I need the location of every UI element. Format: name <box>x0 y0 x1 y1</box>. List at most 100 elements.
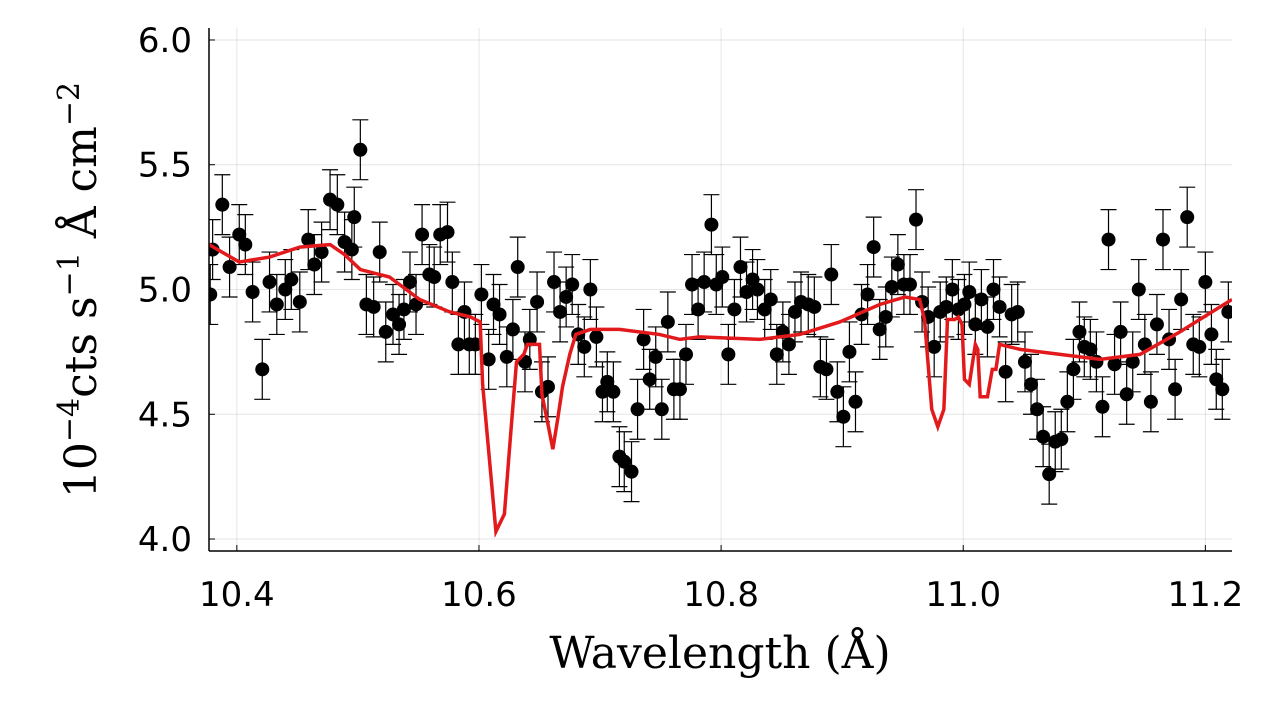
data-point <box>1198 275 1213 290</box>
data-point <box>427 270 442 285</box>
data-point <box>589 329 604 344</box>
data-point <box>415 227 430 242</box>
data-point <box>962 284 977 299</box>
data-point <box>890 257 905 272</box>
data-point <box>1095 399 1110 414</box>
data-point <box>830 384 845 399</box>
data-point <box>672 382 687 397</box>
data-point <box>819 362 834 377</box>
data-point <box>1066 362 1081 377</box>
data-point <box>974 292 989 307</box>
data-point <box>685 277 700 292</box>
data-point <box>763 292 778 307</box>
data-point <box>648 349 663 364</box>
x-tick-label: 10.4 <box>199 575 275 615</box>
data-point <box>980 319 995 334</box>
data-point <box>939 299 954 314</box>
data-point <box>866 240 881 255</box>
y-label-part: cts s <box>56 296 107 397</box>
data-point <box>624 464 639 479</box>
data-point <box>1113 324 1128 339</box>
data-point <box>445 275 460 290</box>
data-point <box>697 275 712 290</box>
data-point <box>255 362 270 377</box>
plot-area <box>209 119 1232 538</box>
y-tick-label: 4.0 <box>138 520 192 560</box>
data-point <box>1107 357 1122 372</box>
data-point <box>269 297 284 312</box>
data-point <box>209 287 218 302</box>
data-point <box>678 347 693 362</box>
data-point <box>468 337 483 352</box>
y-label-part: Å cm <box>54 126 107 252</box>
data-point <box>606 384 621 399</box>
ticks: 10.4 10.6 10.8 11.0 11.2 4.0 4.5 5.0 5.5 6.0 <box>138 21 1243 615</box>
y-label-part: 10 <box>56 442 107 498</box>
y-tick-label: 5.0 <box>138 271 192 311</box>
data-point <box>1024 377 1039 392</box>
data-point <box>510 260 525 275</box>
data-point <box>577 339 592 354</box>
data-point <box>440 225 455 240</box>
data-point <box>1101 232 1116 247</box>
data-point <box>807 299 822 314</box>
data-point <box>314 245 329 260</box>
data-point <box>530 294 545 309</box>
x-tick-label: 10.6 <box>441 575 517 615</box>
data-point <box>583 282 598 297</box>
data-point <box>372 245 387 260</box>
data-point <box>1180 210 1195 225</box>
data-point <box>721 347 736 362</box>
data-point <box>215 197 230 212</box>
x-tick-label: 10.8 <box>683 575 759 615</box>
data-point <box>902 277 917 292</box>
y-tick-label: 5.5 <box>138 146 192 186</box>
data-point <box>344 242 359 257</box>
data-point <box>998 364 1013 379</box>
data-point <box>301 232 316 247</box>
data-point <box>1204 327 1219 342</box>
data-point <box>968 317 983 332</box>
data-point <box>1149 317 1164 332</box>
data-point <box>1192 339 1207 354</box>
data-point <box>505 322 520 337</box>
data-point <box>559 289 574 304</box>
data-point <box>284 272 299 287</box>
data-point <box>378 324 393 339</box>
data-point <box>884 280 899 295</box>
data-point <box>1036 429 1051 444</box>
data-point <box>654 402 669 417</box>
data-point <box>474 287 489 302</box>
data-point <box>715 270 730 285</box>
data-point <box>727 302 742 317</box>
data-point <box>1131 282 1146 297</box>
data-point <box>451 337 466 352</box>
y-label-part: −4 <box>52 398 87 442</box>
data-point <box>1054 432 1069 447</box>
data-point <box>617 454 632 469</box>
data-point <box>750 282 765 297</box>
data-point <box>781 337 796 352</box>
data-point <box>769 347 784 362</box>
data-point <box>392 317 407 332</box>
data-point <box>366 299 381 314</box>
data-point <box>872 322 887 337</box>
y-tick-label: 4.5 <box>138 395 192 435</box>
data-point <box>836 409 851 424</box>
data-point <box>540 379 555 394</box>
data-point <box>222 260 237 275</box>
y-tick-label: 6.0 <box>138 21 192 61</box>
data-point <box>691 302 706 317</box>
data-point <box>347 210 362 225</box>
data-point <box>636 332 651 347</box>
data-point <box>1125 354 1140 369</box>
data-point <box>1042 467 1057 482</box>
data-point <box>927 339 942 354</box>
y-label-part: −1 <box>52 252 87 296</box>
data-point <box>565 277 580 292</box>
data-point <box>1215 382 1230 397</box>
data-point <box>878 309 893 324</box>
data-point <box>909 212 924 227</box>
data-point <box>292 294 307 309</box>
data-point <box>660 314 675 329</box>
